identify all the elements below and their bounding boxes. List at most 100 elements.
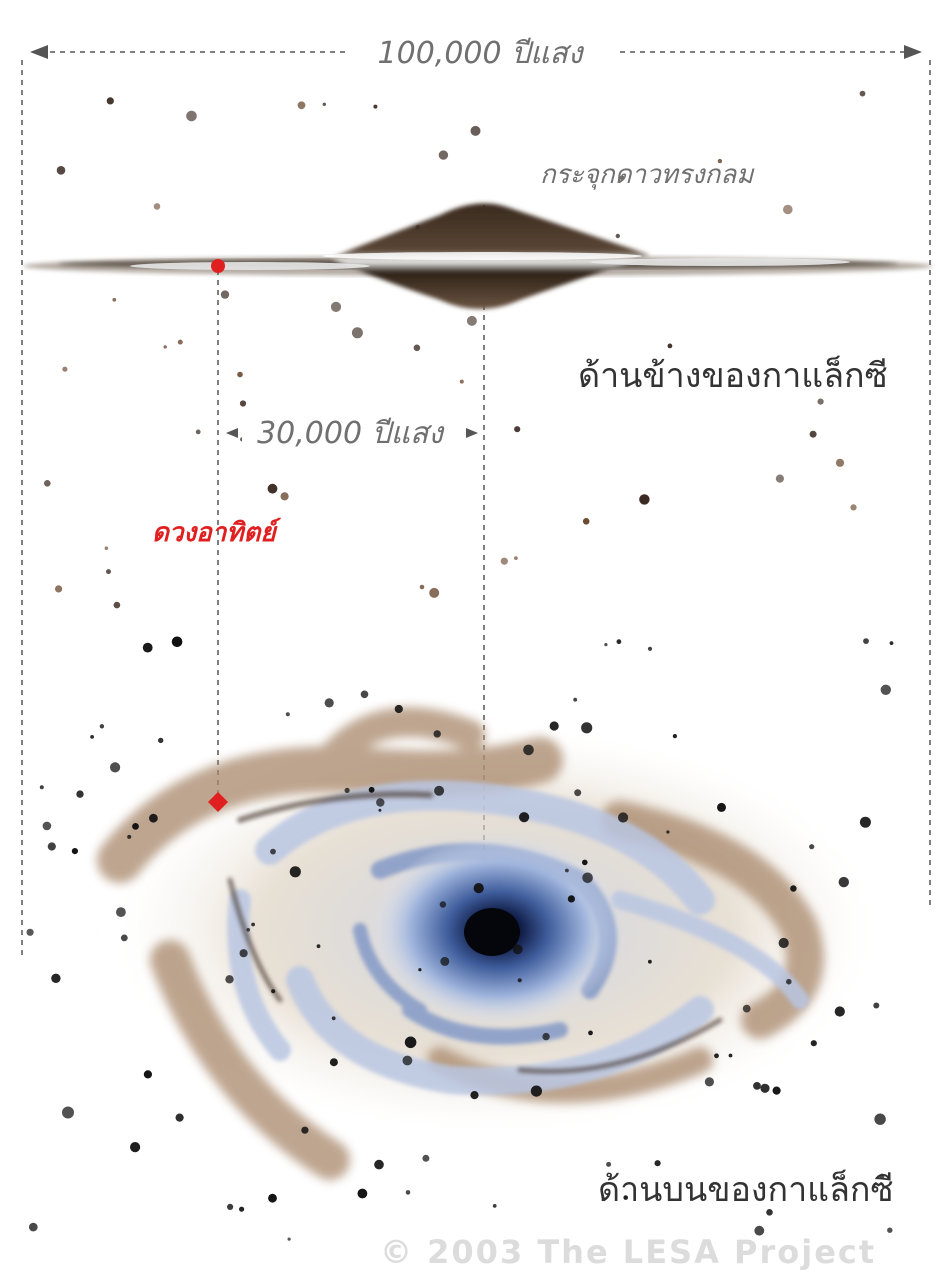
star — [297, 101, 306, 110]
star — [239, 400, 247, 407]
star — [239, 949, 248, 958]
star — [239, 1206, 245, 1212]
star — [47, 842, 56, 851]
star — [879, 1173, 885, 1179]
star — [285, 712, 290, 717]
star — [271, 989, 276, 994]
sun-marker-side — [211, 259, 225, 273]
star — [582, 859, 588, 866]
star — [519, 812, 530, 823]
star — [227, 1203, 234, 1210]
star — [753, 1082, 761, 1090]
star — [835, 458, 845, 467]
star — [419, 584, 425, 590]
star — [287, 1237, 291, 1241]
star — [838, 876, 849, 888]
star — [322, 102, 326, 107]
star — [90, 735, 94, 739]
star — [863, 638, 869, 644]
bulge-label: กระจุกดาวทรงกลม — [540, 160, 755, 190]
star — [439, 901, 447, 908]
star — [647, 646, 653, 651]
copyright-watermark: © 2003 The LESA Project — [380, 1233, 876, 1271]
star — [717, 158, 723, 164]
star — [186, 110, 197, 122]
star — [588, 1030, 593, 1036]
sun-marker-top — [208, 792, 228, 812]
star — [267, 483, 278, 494]
star — [42, 821, 52, 831]
star — [714, 1053, 719, 1059]
star — [143, 1070, 152, 1079]
star — [51, 973, 61, 983]
star — [567, 895, 576, 903]
star — [778, 937, 789, 949]
star — [195, 429, 201, 435]
star — [404, 1036, 417, 1049]
star — [581, 722, 593, 734]
sun-distance-arrow-left-icon — [226, 428, 238, 438]
star — [110, 762, 121, 773]
star — [149, 813, 158, 823]
star — [514, 426, 521, 433]
star — [667, 343, 673, 349]
star — [106, 569, 111, 575]
star — [39, 785, 44, 790]
star — [368, 786, 375, 793]
star — [116, 907, 126, 917]
star — [378, 808, 382, 812]
star — [237, 371, 243, 378]
star — [360, 690, 369, 699]
star — [251, 922, 256, 927]
star — [405, 1190, 411, 1195]
star — [301, 1126, 309, 1134]
star — [874, 1113, 886, 1125]
star — [130, 1142, 141, 1153]
star — [376, 798, 385, 807]
star — [344, 787, 350, 794]
star — [473, 883, 484, 894]
star — [466, 315, 477, 326]
star — [542, 1032, 550, 1041]
star — [810, 1040, 817, 1047]
star — [654, 1160, 661, 1167]
star — [623, 1195, 628, 1200]
star — [402, 1055, 413, 1066]
star — [120, 934, 128, 942]
arrow-left-icon — [30, 45, 48, 59]
star — [225, 975, 234, 984]
star — [357, 1188, 368, 1199]
star — [760, 1083, 770, 1093]
star — [574, 789, 582, 797]
background-stars — [26, 90, 894, 1241]
galaxy-diameter-label: 100,000 ปีแสง — [378, 36, 585, 71]
star — [615, 233, 620, 239]
star — [413, 344, 421, 352]
star — [440, 956, 450, 966]
star — [523, 744, 534, 756]
star — [530, 1085, 543, 1097]
star — [728, 1053, 733, 1058]
star — [331, 1016, 336, 1021]
star — [500, 557, 508, 565]
star — [171, 636, 183, 648]
star — [859, 816, 871, 828]
star — [470, 125, 481, 136]
star — [163, 345, 167, 349]
star — [887, 1227, 893, 1233]
star — [880, 684, 891, 695]
star — [324, 698, 334, 708]
star — [56, 166, 66, 175]
star — [270, 848, 276, 855]
star — [834, 1006, 845, 1017]
star — [704, 1077, 715, 1087]
star — [374, 1159, 384, 1170]
star — [873, 1002, 880, 1009]
star — [142, 642, 153, 653]
star — [44, 480, 51, 487]
star — [62, 1106, 74, 1119]
star — [817, 398, 824, 405]
star — [809, 844, 815, 850]
star — [619, 175, 625, 180]
star — [153, 203, 161, 210]
